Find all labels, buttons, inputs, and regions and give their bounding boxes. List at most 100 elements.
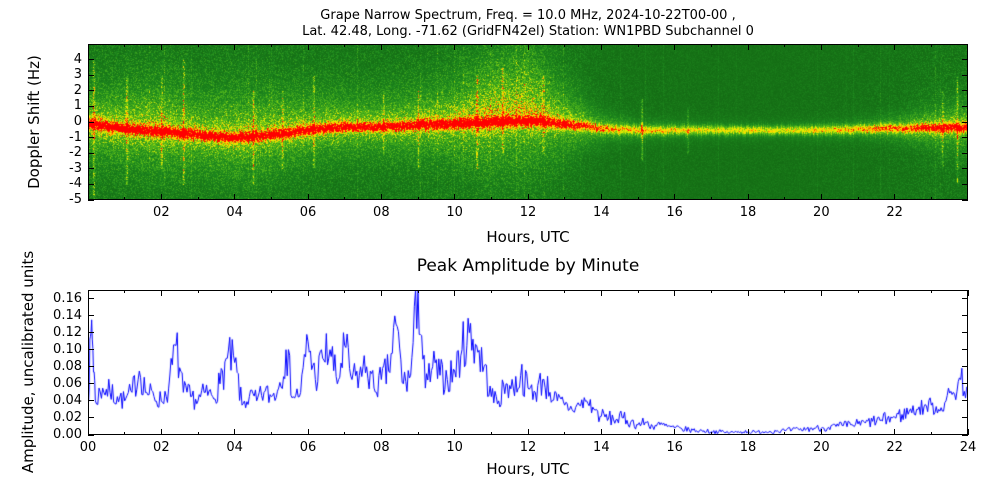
x-tick-label: 24 [959,440,977,455]
x-minor-tick [417,197,419,200]
x-minor-tick [637,432,639,435]
y-tick-label: 4 [73,51,82,67]
x-tick [307,194,309,200]
y-tick [962,298,968,300]
x-tick [747,290,749,296]
x-minor-tick [490,197,492,200]
x-tick [894,429,896,435]
x-minor-tick [490,290,492,293]
x-minor-tick [270,197,272,200]
y-tick-label: 2 [73,82,82,98]
x-minor-tick [857,432,859,435]
x-minor-tick [784,290,786,293]
y-tick [88,366,94,368]
x-minor-tick [710,290,712,293]
y-tick [962,121,968,123]
y-tick [962,105,968,107]
y-tick [88,59,94,61]
x-minor-tick [930,44,932,47]
x-tick-label: 18 [739,205,757,220]
x-tick-label: 08 [373,205,390,220]
y-tick-label: -3 [69,160,82,176]
y-tick-label: -1 [69,129,82,145]
x-tick [307,429,309,435]
spectrogram-title-line2: Lat. 42.48, Long. -71.62 (GridFN42el) St… [302,24,754,39]
x-tick [527,194,529,200]
x-minor-tick [857,44,859,47]
x-tick [380,290,382,296]
x-minor-tick [564,44,566,47]
x-minor-tick [344,432,346,435]
x-tick [894,44,896,50]
y-tick [88,417,94,419]
x-tick [160,290,162,296]
x-tick [527,290,529,296]
x-tick [820,194,822,200]
x-tick-label: 22 [886,440,903,455]
x-tick [967,429,969,435]
spectrogram-heatmap [88,44,968,200]
y-tick-label: -4 [69,176,82,192]
x-tick [380,194,382,200]
y-tick [88,315,94,317]
x-tick [160,194,162,200]
y-tick-label: 1 [73,98,82,114]
y-tick [962,383,968,385]
x-tick [747,194,749,200]
x-tick-label: 08 [373,440,390,455]
x-tick [307,290,309,296]
x-minor-tick [784,44,786,47]
x-minor-tick [197,432,199,435]
y-tick [88,298,94,300]
x-tick [600,44,602,50]
spectrogram-title-line1: Grape Narrow Spectrum, Freq. = 10.0 MHz,… [320,8,736,23]
x-minor-tick [710,197,712,200]
x-tick-label: 06 [299,205,317,220]
y-tick [962,366,968,368]
x-minor-tick [857,290,859,293]
x-minor-tick [564,432,566,435]
x-tick-label: 14 [593,205,610,220]
x-tick [454,194,456,200]
y-tick [88,434,94,436]
x-tick [674,194,676,200]
x-minor-tick [930,197,932,200]
x-tick [454,429,456,435]
x-tick-label: 14 [593,440,610,455]
x-minor-tick [197,44,199,47]
x-tick [600,290,602,296]
x-tick [234,290,236,296]
x-tick [747,429,749,435]
x-tick-label: 20 [813,440,830,455]
x-tick [820,44,822,50]
x-tick [307,44,309,50]
x-tick [380,429,382,435]
y-tick [962,332,968,334]
y-tick-label: 0 [73,114,82,129]
x-tick [454,290,456,296]
x-tick [967,290,969,296]
x-tick [234,194,236,200]
y-tick [88,349,94,351]
x-tick [600,194,602,200]
x-tick-label: 06 [299,440,317,455]
x-minor-tick [637,290,639,293]
x-minor-tick [637,44,639,47]
y-tick [962,90,968,92]
x-minor-tick [490,432,492,435]
y-tick [962,315,968,317]
x-minor-tick [270,290,272,293]
x-minor-tick [417,44,419,47]
x-minor-tick [344,44,346,47]
x-minor-tick [490,44,492,47]
x-tick-label: 22 [886,205,903,220]
x-tick [87,429,89,435]
y-tick [962,349,968,351]
spectrogram-xlabel: Hours, UTC [486,228,570,246]
x-minor-tick [710,432,712,435]
x-tick-label: 18 [739,440,757,455]
x-minor-tick [930,432,932,435]
y-tick [88,183,94,185]
y-tick [962,183,968,185]
